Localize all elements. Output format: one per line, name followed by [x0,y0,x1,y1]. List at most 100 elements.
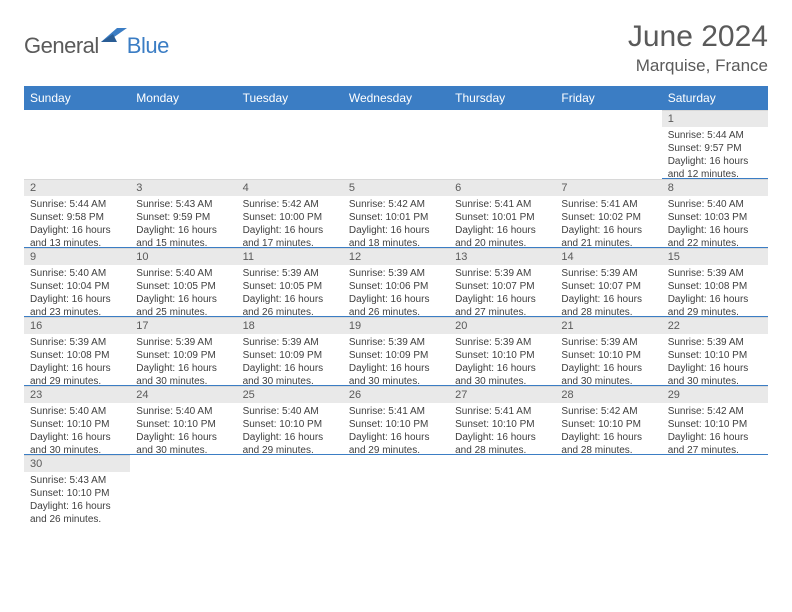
info-line: Sunset: 10:10 PM [455,349,549,362]
day-number: 2 [24,179,130,196]
info-line: Sunrise: 5:43 AM [30,474,124,487]
day-cell [555,455,661,524]
day-info: Sunrise: 5:39 AMSunset: 10:05 PMDaylight… [237,265,343,323]
info-line: Daylight: 16 hours [30,224,124,237]
day-info: Sunrise: 5:40 AMSunset: 10:03 PMDaylight… [662,196,768,254]
day-info: Sunrise: 5:39 AMSunset: 10:09 PMDaylight… [130,334,236,392]
day-cell [343,110,449,179]
logo: General Blue [24,28,169,63]
info-line: Sunset: 10:07 PM [455,280,549,293]
info-line: Sunrise: 5:41 AM [455,198,549,211]
day-wrapper: 27Sunrise: 5:41 AMSunset: 10:10 PMDaylig… [449,386,555,454]
month-title: June 2024 [628,20,768,54]
day-info: Sunrise: 5:42 AMSunset: 10:10 PMDaylight… [662,403,768,461]
day-wrapper: 26Sunrise: 5:41 AMSunset: 10:10 PMDaylig… [343,386,449,454]
day-info: Sunrise: 5:42 AMSunset: 10:10 PMDaylight… [555,403,661,461]
day-info: Sunrise: 5:39 AMSunset: 10:09 PMDaylight… [343,334,449,392]
day-wrapper: 25Sunrise: 5:40 AMSunset: 10:10 PMDaylig… [237,386,343,454]
info-line: Sunset: 10:01 PM [349,211,443,224]
day-wrapper: 20Sunrise: 5:39 AMSunset: 10:10 PMDaylig… [449,317,555,385]
day-info: Sunrise: 5:39 AMSunset: 10:10 PMDaylight… [662,334,768,392]
day-cell [449,455,555,524]
info-line: Sunset: 10:02 PM [561,211,655,224]
day-number: 1 [662,110,768,127]
info-line: Sunset: 10:10 PM [561,418,655,431]
day-cell: 22Sunrise: 5:39 AMSunset: 10:10 PMDaylig… [662,317,768,386]
info-line: Sunrise: 5:39 AM [30,336,124,349]
info-line: Sunset: 10:10 PM [561,349,655,362]
day-number: 29 [662,386,768,403]
day-info: Sunrise: 5:41 AMSunset: 10:02 PMDaylight… [555,196,661,254]
day-wrapper: 21Sunrise: 5:39 AMSunset: 10:10 PMDaylig… [555,317,661,385]
day-cell [343,455,449,524]
day-info: Sunrise: 5:41 AMSunset: 10:10 PMDaylight… [343,403,449,461]
info-line: Sunset: 10:10 PM [243,418,337,431]
week-row: 9Sunrise: 5:40 AMSunset: 10:04 PMDayligh… [24,248,768,317]
info-line: Sunset: 10:10 PM [349,418,443,431]
day-number: 16 [24,317,130,334]
day-info: Sunrise: 5:40 AMSunset: 10:04 PMDaylight… [24,265,130,323]
info-line: Daylight: 16 hours [349,224,443,237]
day-wrapper: 30Sunrise: 5:43 AMSunset: 10:10 PMDaylig… [24,455,130,523]
day-wrapper: 15Sunrise: 5:39 AMSunset: 10:08 PMDaylig… [662,248,768,316]
day-number: 15 [662,248,768,265]
info-line: Daylight: 16 hours [455,224,549,237]
day-wrapper: 6Sunrise: 5:41 AMSunset: 10:01 PMDayligh… [449,179,555,247]
info-line: Sunrise: 5:39 AM [561,267,655,280]
info-line: Sunset: 10:08 PM [30,349,124,362]
week-row: 23Sunrise: 5:40 AMSunset: 10:10 PMDaylig… [24,386,768,455]
info-line: Sunrise: 5:42 AM [668,405,762,418]
day-cell: 8Sunrise: 5:40 AMSunset: 10:03 PMDayligh… [662,179,768,248]
page-header: General Blue June 2024 Marquise, France [24,20,768,76]
day-wrapper: 10Sunrise: 5:40 AMSunset: 10:05 PMDaylig… [130,248,236,316]
day-number: 30 [24,455,130,472]
info-line: Sunset: 10:10 PM [136,418,230,431]
day-cell: 9Sunrise: 5:40 AMSunset: 10:04 PMDayligh… [24,248,130,317]
info-line: Sunset: 10:05 PM [136,280,230,293]
day-cell: 11Sunrise: 5:39 AMSunset: 10:05 PMDaylig… [237,248,343,317]
info-line: Sunset: 10:06 PM [349,280,443,293]
day-number: 3 [130,179,236,196]
day-info: Sunrise: 5:41 AMSunset: 10:10 PMDaylight… [449,403,555,461]
info-line: Daylight: 16 hours [136,431,230,444]
week-row: 16Sunrise: 5:39 AMSunset: 10:08 PMDaylig… [24,317,768,386]
day-wrapper: 19Sunrise: 5:39 AMSunset: 10:09 PMDaylig… [343,317,449,385]
day-cell: 27Sunrise: 5:41 AMSunset: 10:10 PMDaylig… [449,386,555,455]
day-wrapper: 3Sunrise: 5:43 AMSunset: 9:59 PMDaylight… [130,179,236,247]
day-wrapper: 24Sunrise: 5:40 AMSunset: 10:10 PMDaylig… [130,386,236,454]
week-row: 2Sunrise: 5:44 AMSunset: 9:58 PMDaylight… [24,179,768,248]
day-wrapper: 13Sunrise: 5:39 AMSunset: 10:07 PMDaylig… [449,248,555,316]
info-line: Sunset: 10:09 PM [243,349,337,362]
day-info: Sunrise: 5:40 AMSunset: 10:05 PMDaylight… [130,265,236,323]
info-line: Sunrise: 5:41 AM [561,198,655,211]
info-line: Sunrise: 5:39 AM [349,336,443,349]
day-wrapper: 5Sunrise: 5:42 AMSunset: 10:01 PMDayligh… [343,179,449,247]
day-cell: 5Sunrise: 5:42 AMSunset: 10:01 PMDayligh… [343,179,449,248]
day-number: 24 [130,386,236,403]
info-line: Sunrise: 5:39 AM [668,336,762,349]
info-line: Daylight: 16 hours [243,293,337,306]
info-line: Daylight: 16 hours [30,431,124,444]
day-cell: 25Sunrise: 5:40 AMSunset: 10:10 PMDaylig… [237,386,343,455]
day-info: Sunrise: 5:39 AMSunset: 10:08 PMDaylight… [662,265,768,323]
day-cell [662,455,768,524]
day-info: Sunrise: 5:42 AMSunset: 10:01 PMDaylight… [343,196,449,254]
info-line: Sunrise: 5:42 AM [349,198,443,211]
day-wrapper: 17Sunrise: 5:39 AMSunset: 10:09 PMDaylig… [130,317,236,385]
day-wrapper: 4Sunrise: 5:42 AMSunset: 10:00 PMDayligh… [237,179,343,247]
logo-text-blue: Blue [127,33,169,59]
day-cell: 7Sunrise: 5:41 AMSunset: 10:02 PMDayligh… [555,179,661,248]
day-cell: 26Sunrise: 5:41 AMSunset: 10:10 PMDaylig… [343,386,449,455]
info-line: Daylight: 16 hours [668,431,762,444]
day-number: 9 [24,248,130,265]
day-cell: 13Sunrise: 5:39 AMSunset: 10:07 PMDaylig… [449,248,555,317]
day-cell: 4Sunrise: 5:42 AMSunset: 10:00 PMDayligh… [237,179,343,248]
info-line: Daylight: 16 hours [136,293,230,306]
day-cell [130,110,236,179]
info-line: Sunrise: 5:39 AM [668,267,762,280]
day-cell [555,110,661,179]
day-wrapper: 7Sunrise: 5:41 AMSunset: 10:02 PMDayligh… [555,179,661,247]
day-info: Sunrise: 5:40 AMSunset: 10:10 PMDaylight… [24,403,130,461]
day-wrapper: 2Sunrise: 5:44 AMSunset: 9:58 PMDaylight… [24,179,130,247]
day-wrapper: 11Sunrise: 5:39 AMSunset: 10:05 PMDaylig… [237,248,343,316]
